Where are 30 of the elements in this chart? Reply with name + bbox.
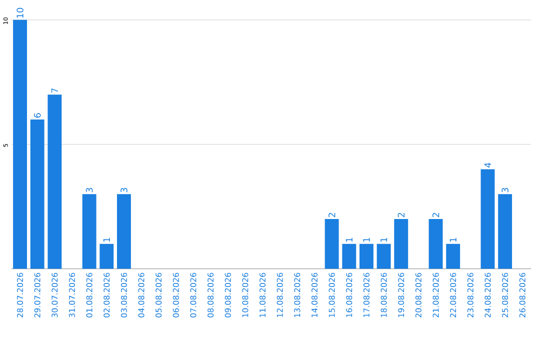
bar — [498, 194, 512, 269]
data-label: 1 — [346, 238, 352, 242]
bar — [428, 218, 443, 269]
bar — [13, 20, 27, 269]
bar — [394, 218, 408, 269]
bar — [376, 244, 391, 269]
data-label: 3 — [86, 188, 93, 192]
data-label: 4 — [484, 162, 491, 168]
data-label: 1 — [450, 238, 456, 242]
data-label: 7 — [51, 88, 58, 92]
data-label: 1 — [380, 238, 388, 242]
bar — [342, 244, 356, 269]
bar — [116, 194, 131, 269]
bar — [324, 218, 339, 269]
data-label: 3 — [502, 188, 508, 192]
data-label: 2 — [432, 212, 440, 217]
data-label: 3 — [120, 188, 128, 192]
bar — [48, 94, 62, 269]
bar — [360, 244, 374, 269]
bar — [480, 169, 495, 269]
data-label: 6 — [34, 112, 41, 118]
data-label: 2 — [328, 212, 336, 217]
data-label: 2 — [398, 212, 404, 217]
bar — [30, 119, 44, 269]
data-label: 1 — [103, 238, 110, 242]
bar — [100, 244, 114, 269]
bar — [446, 244, 460, 269]
data-label: 10 — [16, 8, 24, 18]
data-label: 1 — [363, 238, 370, 242]
bar — [82, 194, 96, 269]
